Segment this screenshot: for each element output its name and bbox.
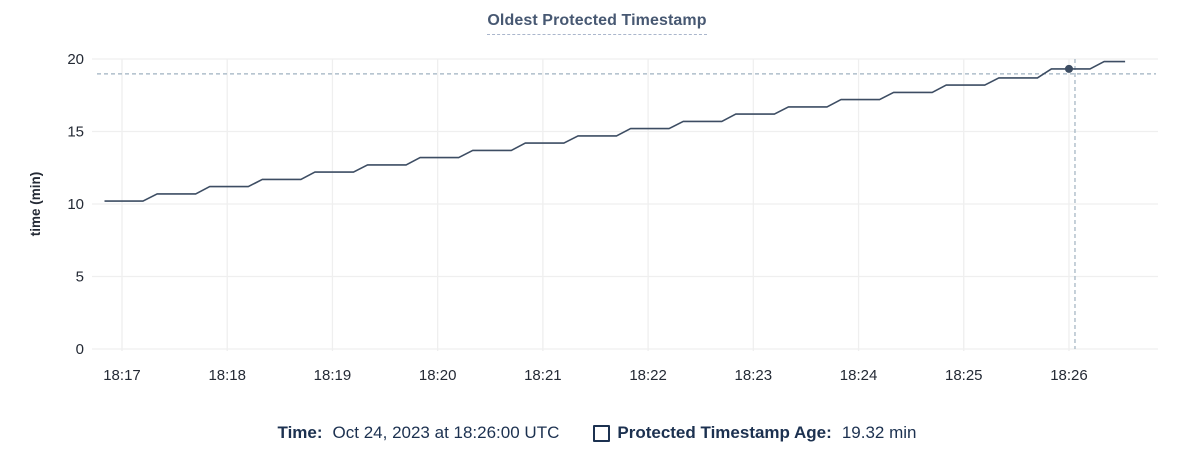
chart-title[interactable]: Oldest Protected Timestamp <box>487 12 707 35</box>
x-axis-tick-label: 18:19 <box>314 367 352 384</box>
hover-point-dot <box>1064 64 1073 73</box>
series-line <box>104 60 1126 202</box>
y-axis-title: time (min) <box>28 172 43 237</box>
x-axis-tick-label: 18:20 <box>419 367 457 384</box>
x-axis-tick-label: 18:17 <box>103 367 141 384</box>
legend-series-value: 19.32 min <box>841 423 917 442</box>
x-axis-tick-label: 18:26 <box>1050 367 1088 384</box>
legend-series-label: Protected Timestamp Age: <box>617 423 832 442</box>
y-axis-tick-label: 0 <box>76 341 84 358</box>
x-axis-tick-label: 18:25 <box>945 367 983 384</box>
x-axis-tick-label: 18:22 <box>629 367 667 384</box>
chart-canvas[interactable]: 0 5 10 15 20 18:17 18:18 18:19 18:20 18:21 18:22 18… <box>0 0 1194 412</box>
y-axis-tick-label: 10 <box>67 196 84 213</box>
y-axis-tick-label: 15 <box>67 124 84 141</box>
chart-header: Oldest Protected Timestamp <box>0 12 1194 35</box>
x-axis-tick-label: 18:18 <box>208 367 246 384</box>
legend-time-value: Oct 24, 2023 at 18:26:00 UTC <box>332 423 560 442</box>
x-axis-tick-label: 18:21 <box>524 367 562 384</box>
x-axis-tick-label: 18:24 <box>840 367 878 384</box>
y-axis-tick-label: 20 <box>67 51 84 68</box>
y-axis-tick-label: 5 <box>76 269 84 286</box>
checkbox-unchecked-icon[interactable] <box>593 424 611 442</box>
chart-legend: Time: Oct 24, 2023 at 18:26:00 UTC Prote… <box>0 423 1194 443</box>
x-axis-tick-label: 18:23 <box>735 367 773 384</box>
legend-time-label: Time: <box>277 423 323 442</box>
legend-series-toggle[interactable]: Protected Timestamp Age: <box>593 423 841 443</box>
